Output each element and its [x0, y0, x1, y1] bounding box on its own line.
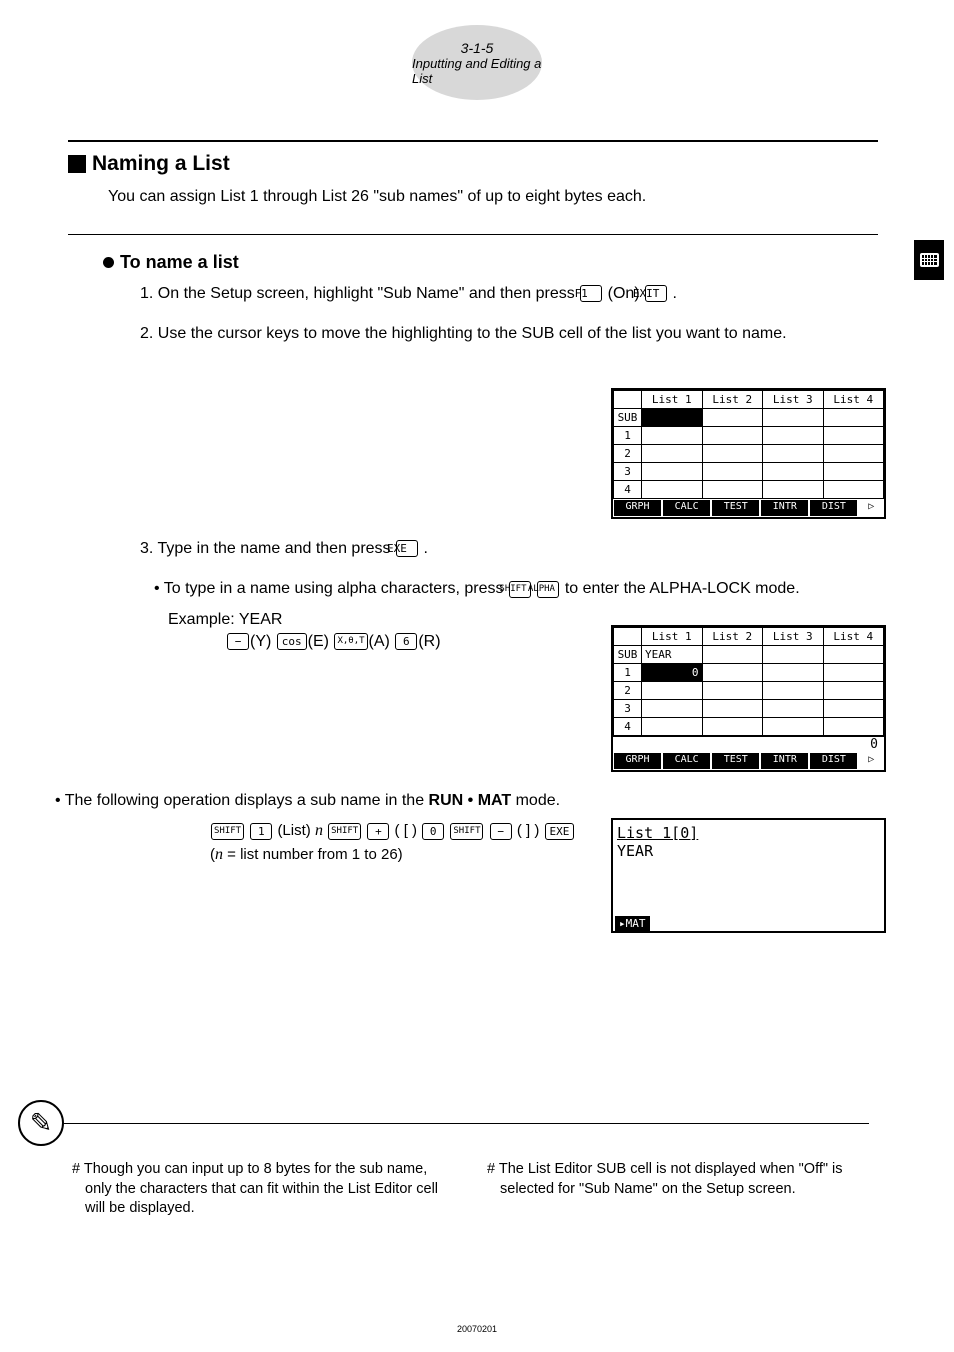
calculator-side-icon [914, 240, 944, 280]
page-header-title: Inputting and Editing a List [412, 56, 542, 86]
divider-thin [68, 234, 878, 235]
step-3: 3. Type in the name and then press EXE . [140, 538, 878, 560]
runmat-bullet: • The following operation displays a sub… [55, 792, 879, 810]
shift-key-icon: SHIFT [450, 823, 483, 840]
one-key-icon: 1 [250, 823, 272, 840]
exe-key-icon: EXE [545, 823, 575, 840]
lcd-screenshot-1: List 1 List 2 List 3 List 4 SUB 1 2 3 4 … [611, 388, 886, 519]
page-number: 3-1-5 [461, 40, 494, 56]
lcd-screenshot-3: List 1[0] YEAR ▸MAT [611, 818, 886, 933]
divider [64, 1123, 869, 1124]
exe-key-icon: EXE [396, 540, 418, 557]
procedure-heading: To name a list [103, 252, 878, 273]
minus-key-icon: − [490, 823, 512, 840]
square-bullet-icon [68, 155, 86, 173]
lcd-menu: GRPH CALC TEST INTR DIST ▷ [613, 499, 884, 517]
cos-key-icon: cos [277, 633, 307, 650]
minus-key-icon: − [227, 633, 249, 650]
section-heading: Naming a List [68, 152, 878, 176]
disc-bullet-icon [103, 257, 114, 268]
step-2: 2. Use the cursor keys to move the highl… [140, 323, 878, 345]
f1-key-icon: F1 [580, 285, 602, 302]
pencil-note-icon: ✎ [18, 1100, 64, 1146]
lcd-screenshot-2: List 1 List 2 List 3 List 4 SUBYEAR 10 2… [611, 625, 886, 772]
shift-key-icon: SHIFT [328, 823, 361, 840]
zero-key-icon: 0 [422, 823, 444, 840]
runmat-sequence: SHIFT 1 (List) n SHIFT + ( [ ) 0 SHIFT −… [210, 822, 590, 864]
sub-bullet: • To type in a name using alpha characte… [154, 578, 878, 600]
footnote-right: # The List Editor SUB cell is not displa… [487, 1160, 872, 1219]
six-key-icon: 6 [395, 633, 417, 650]
divider [68, 140, 878, 142]
procedure-heading-text: To name a list [120, 252, 239, 273]
shift-key-icon: SHIFT [211, 823, 244, 840]
section-heading-text: Naming a List [92, 152, 230, 176]
lcd-menu: GRPH CALC TEST INTR DIST ▷ [613, 752, 884, 770]
alpha-key-icon: ALPHA [537, 581, 559, 598]
xthetaT-key-icon: X,θ,T [334, 633, 367, 650]
page-number-badge: 3-1-5 Inputting and Editing a List [412, 25, 542, 100]
step-1: 1. On the Setup screen, highlight "Sub N… [140, 283, 878, 305]
plus-key-icon: + [367, 823, 389, 840]
page-footer: 20070201 [457, 1324, 497, 1334]
exit-key-icon: EXIT [645, 285, 667, 302]
footnotes: # Though you can input up to 8 bytes for… [72, 1160, 882, 1219]
footnote-left: # Though you can input up to 8 bytes for… [72, 1160, 457, 1219]
intro-text: You can assign List 1 through List 26 "s… [108, 188, 878, 206]
